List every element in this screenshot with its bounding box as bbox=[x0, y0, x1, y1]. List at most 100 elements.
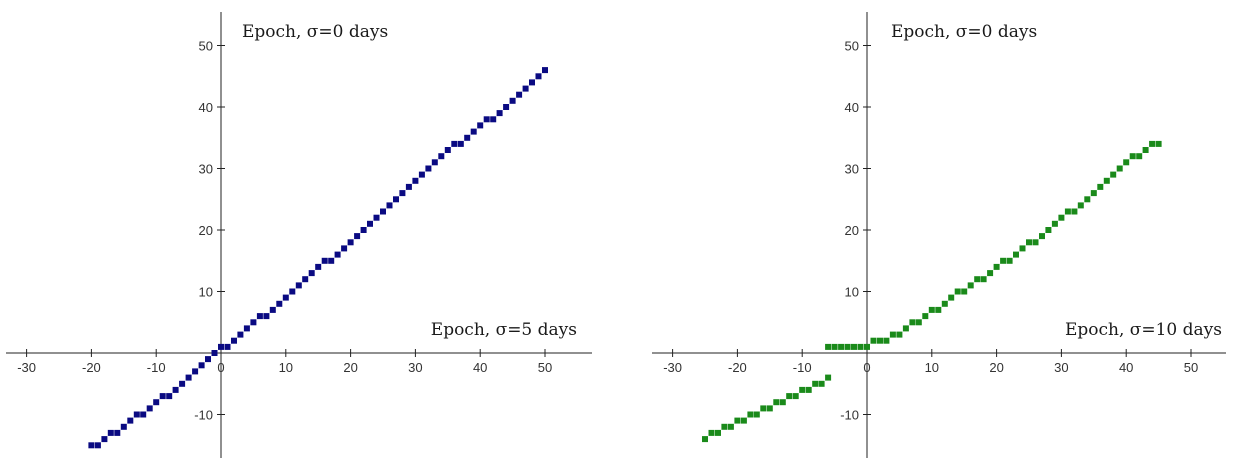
data-point bbox=[1103, 177, 1110, 184]
data-point bbox=[509, 97, 516, 104]
data-point bbox=[1006, 257, 1013, 264]
data-point bbox=[1084, 196, 1091, 203]
y-tick-label: 20 bbox=[845, 223, 859, 238]
data-point bbox=[1090, 190, 1097, 197]
data-point bbox=[269, 306, 276, 313]
data-point bbox=[805, 386, 812, 393]
data-point bbox=[315, 263, 322, 270]
data-point bbox=[967, 282, 974, 289]
data-point bbox=[1071, 208, 1078, 215]
data-point bbox=[328, 257, 335, 264]
x-tick-label: -20 bbox=[728, 360, 747, 375]
data-point bbox=[393, 196, 399, 203]
x-tick-label: 50 bbox=[1184, 360, 1198, 375]
data-point bbox=[250, 319, 257, 326]
data-point bbox=[1013, 251, 1019, 258]
data-point bbox=[740, 417, 747, 424]
data-point bbox=[464, 134, 471, 141]
data-point bbox=[451, 140, 458, 147]
data-point bbox=[760, 405, 767, 412]
data-point bbox=[256, 313, 263, 320]
y-tick-label: 50 bbox=[845, 39, 859, 54]
data-point bbox=[993, 263, 1000, 270]
data-point bbox=[224, 343, 231, 350]
x-tick-label: 0 bbox=[863, 360, 870, 375]
data-point bbox=[444, 147, 451, 153]
data-point bbox=[114, 429, 121, 436]
x-tick-label: -30 bbox=[663, 360, 682, 375]
data-point bbox=[1149, 140, 1156, 147]
data-point bbox=[896, 331, 903, 338]
data-point bbox=[477, 122, 484, 129]
data-point bbox=[529, 79, 535, 86]
data-point bbox=[101, 436, 108, 443]
x-tick-label: -20 bbox=[82, 360, 101, 375]
x-tick-label: 10 bbox=[925, 360, 939, 375]
data-point bbox=[237, 331, 244, 338]
data-point bbox=[851, 343, 857, 350]
data-point bbox=[974, 276, 981, 283]
data-point bbox=[153, 399, 160, 406]
data-point bbox=[831, 343, 838, 350]
data-point bbox=[766, 405, 773, 412]
data-point bbox=[1019, 245, 1026, 252]
data-point bbox=[373, 214, 380, 221]
data-point bbox=[812, 380, 819, 387]
x-tick-label: -30 bbox=[17, 360, 36, 375]
data-point bbox=[1129, 153, 1136, 160]
data-point bbox=[347, 239, 354, 246]
y-tick-label: 40 bbox=[199, 100, 213, 115]
data-point bbox=[838, 343, 845, 350]
y-tick-label: 40 bbox=[845, 100, 859, 115]
data-point bbox=[1142, 147, 1149, 153]
y-tick-label: 10 bbox=[199, 285, 213, 300]
data-point bbox=[864, 343, 870, 350]
x-tick-label: 30 bbox=[1054, 360, 1068, 375]
data-point bbox=[980, 276, 987, 283]
data-point bbox=[753, 411, 760, 418]
data-point bbox=[715, 429, 721, 436]
data-point bbox=[1064, 208, 1071, 215]
data-point bbox=[483, 116, 490, 123]
data-point bbox=[490, 116, 497, 123]
data-point bbox=[354, 233, 361, 240]
data-point bbox=[1136, 153, 1143, 160]
y-tick-label: -10 bbox=[194, 408, 213, 423]
data-point bbox=[496, 110, 503, 117]
data-point bbox=[877, 337, 883, 344]
data-point bbox=[734, 417, 741, 424]
data-point bbox=[1077, 202, 1084, 209]
data-point bbox=[159, 393, 166, 400]
data-point bbox=[367, 220, 373, 227]
y-axis-label: Epoch, σ=0 days bbox=[242, 22, 388, 42]
data-point bbox=[399, 190, 406, 197]
data-point bbox=[799, 386, 806, 393]
chart-panel-2: -30 -20 -10 0 10 20 30 40 50 -10 10 20 30 40 50 Epoch, … bbox=[652, 12, 1226, 458]
data-point bbox=[961, 288, 968, 295]
data-point bbox=[503, 104, 510, 110]
x-axis-label: Epoch, σ=10 days bbox=[1065, 320, 1222, 340]
data-point bbox=[425, 165, 432, 172]
data-point bbox=[418, 171, 425, 178]
x-tick-label: -10 bbox=[147, 360, 166, 375]
x-tick-label: 30 bbox=[408, 360, 422, 375]
data-point bbox=[1039, 233, 1045, 240]
data-point bbox=[1123, 159, 1130, 166]
data-point bbox=[179, 380, 186, 387]
data-point bbox=[172, 386, 179, 393]
data-point bbox=[786, 393, 793, 400]
data-point bbox=[120, 423, 127, 430]
data-point bbox=[243, 325, 250, 332]
data-point bbox=[535, 73, 542, 80]
x-tick-label: 20 bbox=[343, 360, 357, 375]
data-point bbox=[1058, 214, 1065, 221]
data-point bbox=[727, 423, 734, 430]
data-point bbox=[360, 227, 367, 233]
data-point bbox=[773, 399, 780, 406]
data-point bbox=[857, 343, 864, 350]
x-tick-label: 40 bbox=[473, 360, 487, 375]
data-point bbox=[282, 294, 289, 301]
data-point bbox=[166, 393, 173, 400]
x-tick-label: -10 bbox=[793, 360, 812, 375]
